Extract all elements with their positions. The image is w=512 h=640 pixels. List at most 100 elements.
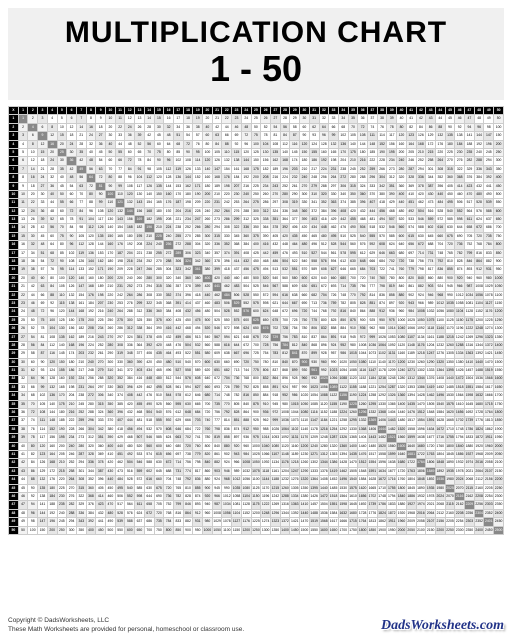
table-cell: 270 <box>67 484 77 492</box>
table-cell: 123 <box>406 132 416 140</box>
table-cell: 50 <box>28 316 38 324</box>
table-cell: 330 <box>222 232 232 240</box>
table-cell: 765 <box>445 249 455 257</box>
table-cell: 363 <box>115 383 125 391</box>
table-cell: 117 <box>135 182 145 190</box>
table-cell: 660 <box>435 232 445 240</box>
table-cell: 837 <box>309 333 319 341</box>
table-cell: 1040 <box>261 442 271 450</box>
table-cell: 1650 <box>329 526 339 534</box>
table-cell: 380 <box>377 190 387 198</box>
table-cell: 329 <box>76 501 86 509</box>
table-cell: 92 <box>28 492 38 500</box>
table-cell: 100 <box>494 123 504 131</box>
table-cell: 3 <box>18 132 28 140</box>
table-cell: 1554 <box>368 459 378 467</box>
table-cell: 1628 <box>368 476 378 484</box>
table-cell: 130 <box>106 216 116 224</box>
table-cell: 1032 <box>426 308 436 316</box>
table-cell: 816 <box>474 249 484 257</box>
table-cell: 675 <box>270 316 280 324</box>
table-cell: 376 <box>465 174 475 182</box>
table-cell: 528 <box>435 207 445 215</box>
table-cell: 1125 <box>445 316 455 324</box>
table-cell: 156 <box>135 207 145 215</box>
table-cell: 108 <box>183 157 193 165</box>
table-cell: 145 <box>57 350 67 358</box>
table-cell: 1364 <box>435 367 445 375</box>
table-cell: 770 <box>348 291 358 299</box>
table-cell: 35 <box>76 148 86 156</box>
table-cell: 512 <box>164 375 174 383</box>
table-cell: 273 <box>212 216 222 224</box>
table-cell: 704 <box>435 241 445 249</box>
table-cell: 44 <box>435 115 445 123</box>
table-cell: 561 <box>173 383 183 391</box>
table-cell: 665 <box>193 400 203 408</box>
table-cell: 1200 <box>251 509 261 517</box>
table-cell: 1188 <box>329 409 339 417</box>
table-cell: 625 <box>251 316 261 324</box>
table-cell: 120 <box>106 207 116 215</box>
table-cell: 320 <box>397 174 407 182</box>
table-cell: 40 <box>28 274 38 282</box>
table-cell: 962 <box>261 417 271 425</box>
table-cell: 153 <box>173 182 183 190</box>
table-cell: 32 <box>164 123 174 131</box>
table-cell: 520 <box>397 216 407 224</box>
table-cell: 1320 <box>435 358 445 366</box>
table-cell: 629 <box>173 417 183 425</box>
table-cell: 1178 <box>309 425 319 433</box>
table-cell: 19 <box>18 266 28 274</box>
col-header: 27 <box>270 107 280 115</box>
table-cell: 294 <box>67 518 77 526</box>
table-cell: 207 <box>232 182 242 190</box>
table-cell: 1550 <box>309 526 319 534</box>
table-cell: 416 <box>319 216 329 224</box>
table-cell: 690 <box>300 299 310 307</box>
table-cell: 171 <box>96 266 106 274</box>
table-cell: 240 <box>474 148 484 156</box>
table-cell: 48 <box>164 132 174 140</box>
table-cell: 884 <box>261 392 271 400</box>
table-cell: 782 <box>338 299 348 307</box>
row-header: 20 <box>9 274 19 282</box>
table-cell: 1554 <box>416 417 426 425</box>
table-cell: 126 <box>67 283 77 291</box>
table-cell: 192 <box>319 157 329 165</box>
table-cell: 900 <box>445 274 455 282</box>
table-cell: 888 <box>241 417 251 425</box>
table-cell: 260 <box>203 216 213 224</box>
table-cell: 120 <box>154 174 164 182</box>
table-cell: 228 <box>377 157 387 165</box>
table-cell: 437 <box>193 299 203 307</box>
table-cell: 455 <box>135 400 145 408</box>
table-cell: 256 <box>164 241 174 249</box>
table-cell: 10 <box>106 115 116 123</box>
table-cell: 910 <box>261 400 271 408</box>
table-cell: 858 <box>387 291 397 299</box>
table-cell: 160 <box>203 174 213 182</box>
table-cell: 987 <box>212 501 222 509</box>
table-cell: 560 <box>397 224 407 232</box>
table-cell: 174 <box>290 157 300 165</box>
table-cell: 246 <box>406 157 416 165</box>
table-cell: 450 <box>300 232 310 240</box>
table-cell: 114 <box>193 157 203 165</box>
row-header: 10 <box>9 190 19 198</box>
table-cell: 50 <box>494 115 504 123</box>
table-cell: 340 <box>203 249 213 257</box>
table-cell: 392 <box>280 224 290 232</box>
table-cell: 1638 <box>416 434 426 442</box>
table-cell: 288 <box>474 157 484 165</box>
table-cell: 774 <box>426 258 436 266</box>
table-cell: 1804 <box>435 451 445 459</box>
table-cell: 336 <box>86 459 96 467</box>
table-cell: 1012 <box>455 291 465 299</box>
table-cell: 330 <box>154 291 164 299</box>
table-cell: 1824 <box>474 425 484 433</box>
table-cell: 703 <box>193 417 203 425</box>
row-header: 16 <box>9 241 19 249</box>
table-cell: 80 <box>86 190 96 198</box>
table-cell: 288 <box>319 182 329 190</box>
